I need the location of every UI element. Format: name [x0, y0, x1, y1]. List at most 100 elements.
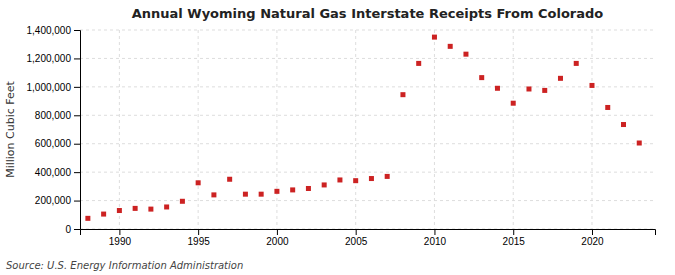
- y-tick-mark: [74, 30, 80, 31]
- y-tick: 1,000,000: [27, 82, 81, 93]
- grid-line: [80, 172, 655, 173]
- x-tick-label: 2010: [424, 236, 447, 247]
- x-tick: 2005: [345, 229, 368, 247]
- y-tick-label: 800,000: [35, 110, 72, 121]
- grid-line: [591, 30, 592, 229]
- point: [574, 61, 579, 66]
- point: [353, 178, 358, 183]
- point: [259, 192, 264, 197]
- y-axis-line: [74, 31, 81, 230]
- point: [148, 207, 153, 212]
- point: [164, 204, 169, 209]
- point: [542, 88, 547, 93]
- x-tick: 1995: [188, 229, 211, 247]
- y-axis-title: Million Cubic Feet: [4, 80, 17, 177]
- point: [196, 180, 201, 185]
- point: [495, 86, 500, 91]
- x-tick: 2020: [581, 229, 604, 247]
- point: [211, 192, 216, 197]
- point: [432, 35, 437, 40]
- y-tick-mark: [74, 144, 80, 145]
- point: [385, 174, 390, 179]
- point: [180, 199, 185, 204]
- grid-line: [276, 30, 277, 229]
- point: [479, 75, 484, 80]
- x-tick-mark: [198, 229, 199, 235]
- point: [589, 83, 594, 88]
- x-tick: 2015: [503, 229, 526, 247]
- y-tick-mark: [74, 229, 80, 230]
- grid-line: [513, 30, 514, 229]
- point: [133, 206, 138, 211]
- plot-area: 1990 1995 2000 2005 2010 2015 2020 0 200,000 400,…: [27, 25, 656, 247]
- point: [463, 52, 468, 57]
- x-tick: 2010: [424, 229, 447, 247]
- point: [448, 44, 453, 49]
- point: [400, 92, 405, 97]
- y-tick-label: 600,000: [35, 138, 72, 149]
- y-tick-label: 1,200,000: [27, 53, 72, 64]
- x-tick-label: 2015: [503, 236, 526, 247]
- y-tick-label: 0: [65, 224, 71, 235]
- point: [117, 208, 122, 213]
- chart: 1990 1995 2000 2005 2010 2015 2020 0 200,000 400,…: [0, 0, 675, 275]
- point: [274, 189, 279, 194]
- x-tick-label: 2005: [345, 236, 368, 247]
- x-tick-mark: [513, 229, 514, 235]
- y-tick: 400,000: [35, 167, 80, 178]
- points: [85, 35, 641, 221]
- x-tick-label: 2020: [581, 236, 604, 247]
- grid-line: [80, 30, 655, 31]
- y-tick-mark: [74, 87, 80, 88]
- x-tick-mark: [434, 229, 435, 235]
- x-tick: 1990: [109, 229, 132, 247]
- grid-line: [80, 58, 655, 59]
- x-tick-label: 1990: [109, 236, 132, 247]
- x-tick-label: 1995: [188, 236, 211, 247]
- grid-line: [80, 115, 655, 116]
- x-tick-label: 2000: [266, 236, 289, 247]
- y-tick-label: 200,000: [35, 195, 72, 206]
- y-tick-label: 400,000: [35, 167, 72, 178]
- x-axis-line: [81, 230, 656, 236]
- point: [227, 177, 232, 182]
- point: [85, 216, 90, 221]
- point: [101, 212, 106, 217]
- annotation: Source: U.S. Energy Information Administ…: [6, 260, 243, 271]
- point: [322, 182, 327, 187]
- x-tick: 2000: [266, 229, 289, 247]
- grid-line: [198, 30, 199, 229]
- y-tick: 1,200,000: [27, 53, 81, 64]
- grid-line: [355, 30, 356, 229]
- y-tick: 600,000: [35, 138, 80, 149]
- point: [605, 105, 610, 110]
- grid-line: [80, 143, 655, 144]
- x-tick-mark: [119, 229, 120, 235]
- point: [511, 101, 516, 106]
- grid-line: [80, 86, 655, 87]
- point: [243, 192, 248, 197]
- x-tick-mark: [277, 229, 278, 235]
- x-tick-mark: [356, 229, 357, 235]
- y-tick-mark: [74, 58, 80, 59]
- x-tick-mark: [592, 229, 593, 235]
- point: [416, 61, 421, 66]
- y-axis: 0 200,000 400,000 600,000 800,000 1,000,000 1,…: [27, 25, 81, 235]
- title: Annual Wyoming Natural Gas Interstate Re…: [132, 6, 604, 21]
- point: [290, 187, 295, 192]
- y-tick-mark: [74, 201, 80, 202]
- point: [369, 176, 374, 181]
- grid-line: [80, 200, 655, 201]
- y-tick-mark: [74, 172, 80, 173]
- y-tick-mark: [74, 115, 80, 116]
- point: [558, 76, 563, 81]
- point: [337, 177, 342, 182]
- grid-line: [119, 30, 120, 229]
- y-tick: 200,000: [35, 195, 80, 206]
- point: [526, 86, 531, 91]
- x-axis: 1990 1995 2000 2005 2010 2015 2020: [81, 229, 656, 247]
- y-tick-label: 1,000,000: [27, 82, 72, 93]
- point: [306, 186, 311, 191]
- y-tick: 0: [65, 224, 80, 235]
- grid-line: [434, 30, 435, 229]
